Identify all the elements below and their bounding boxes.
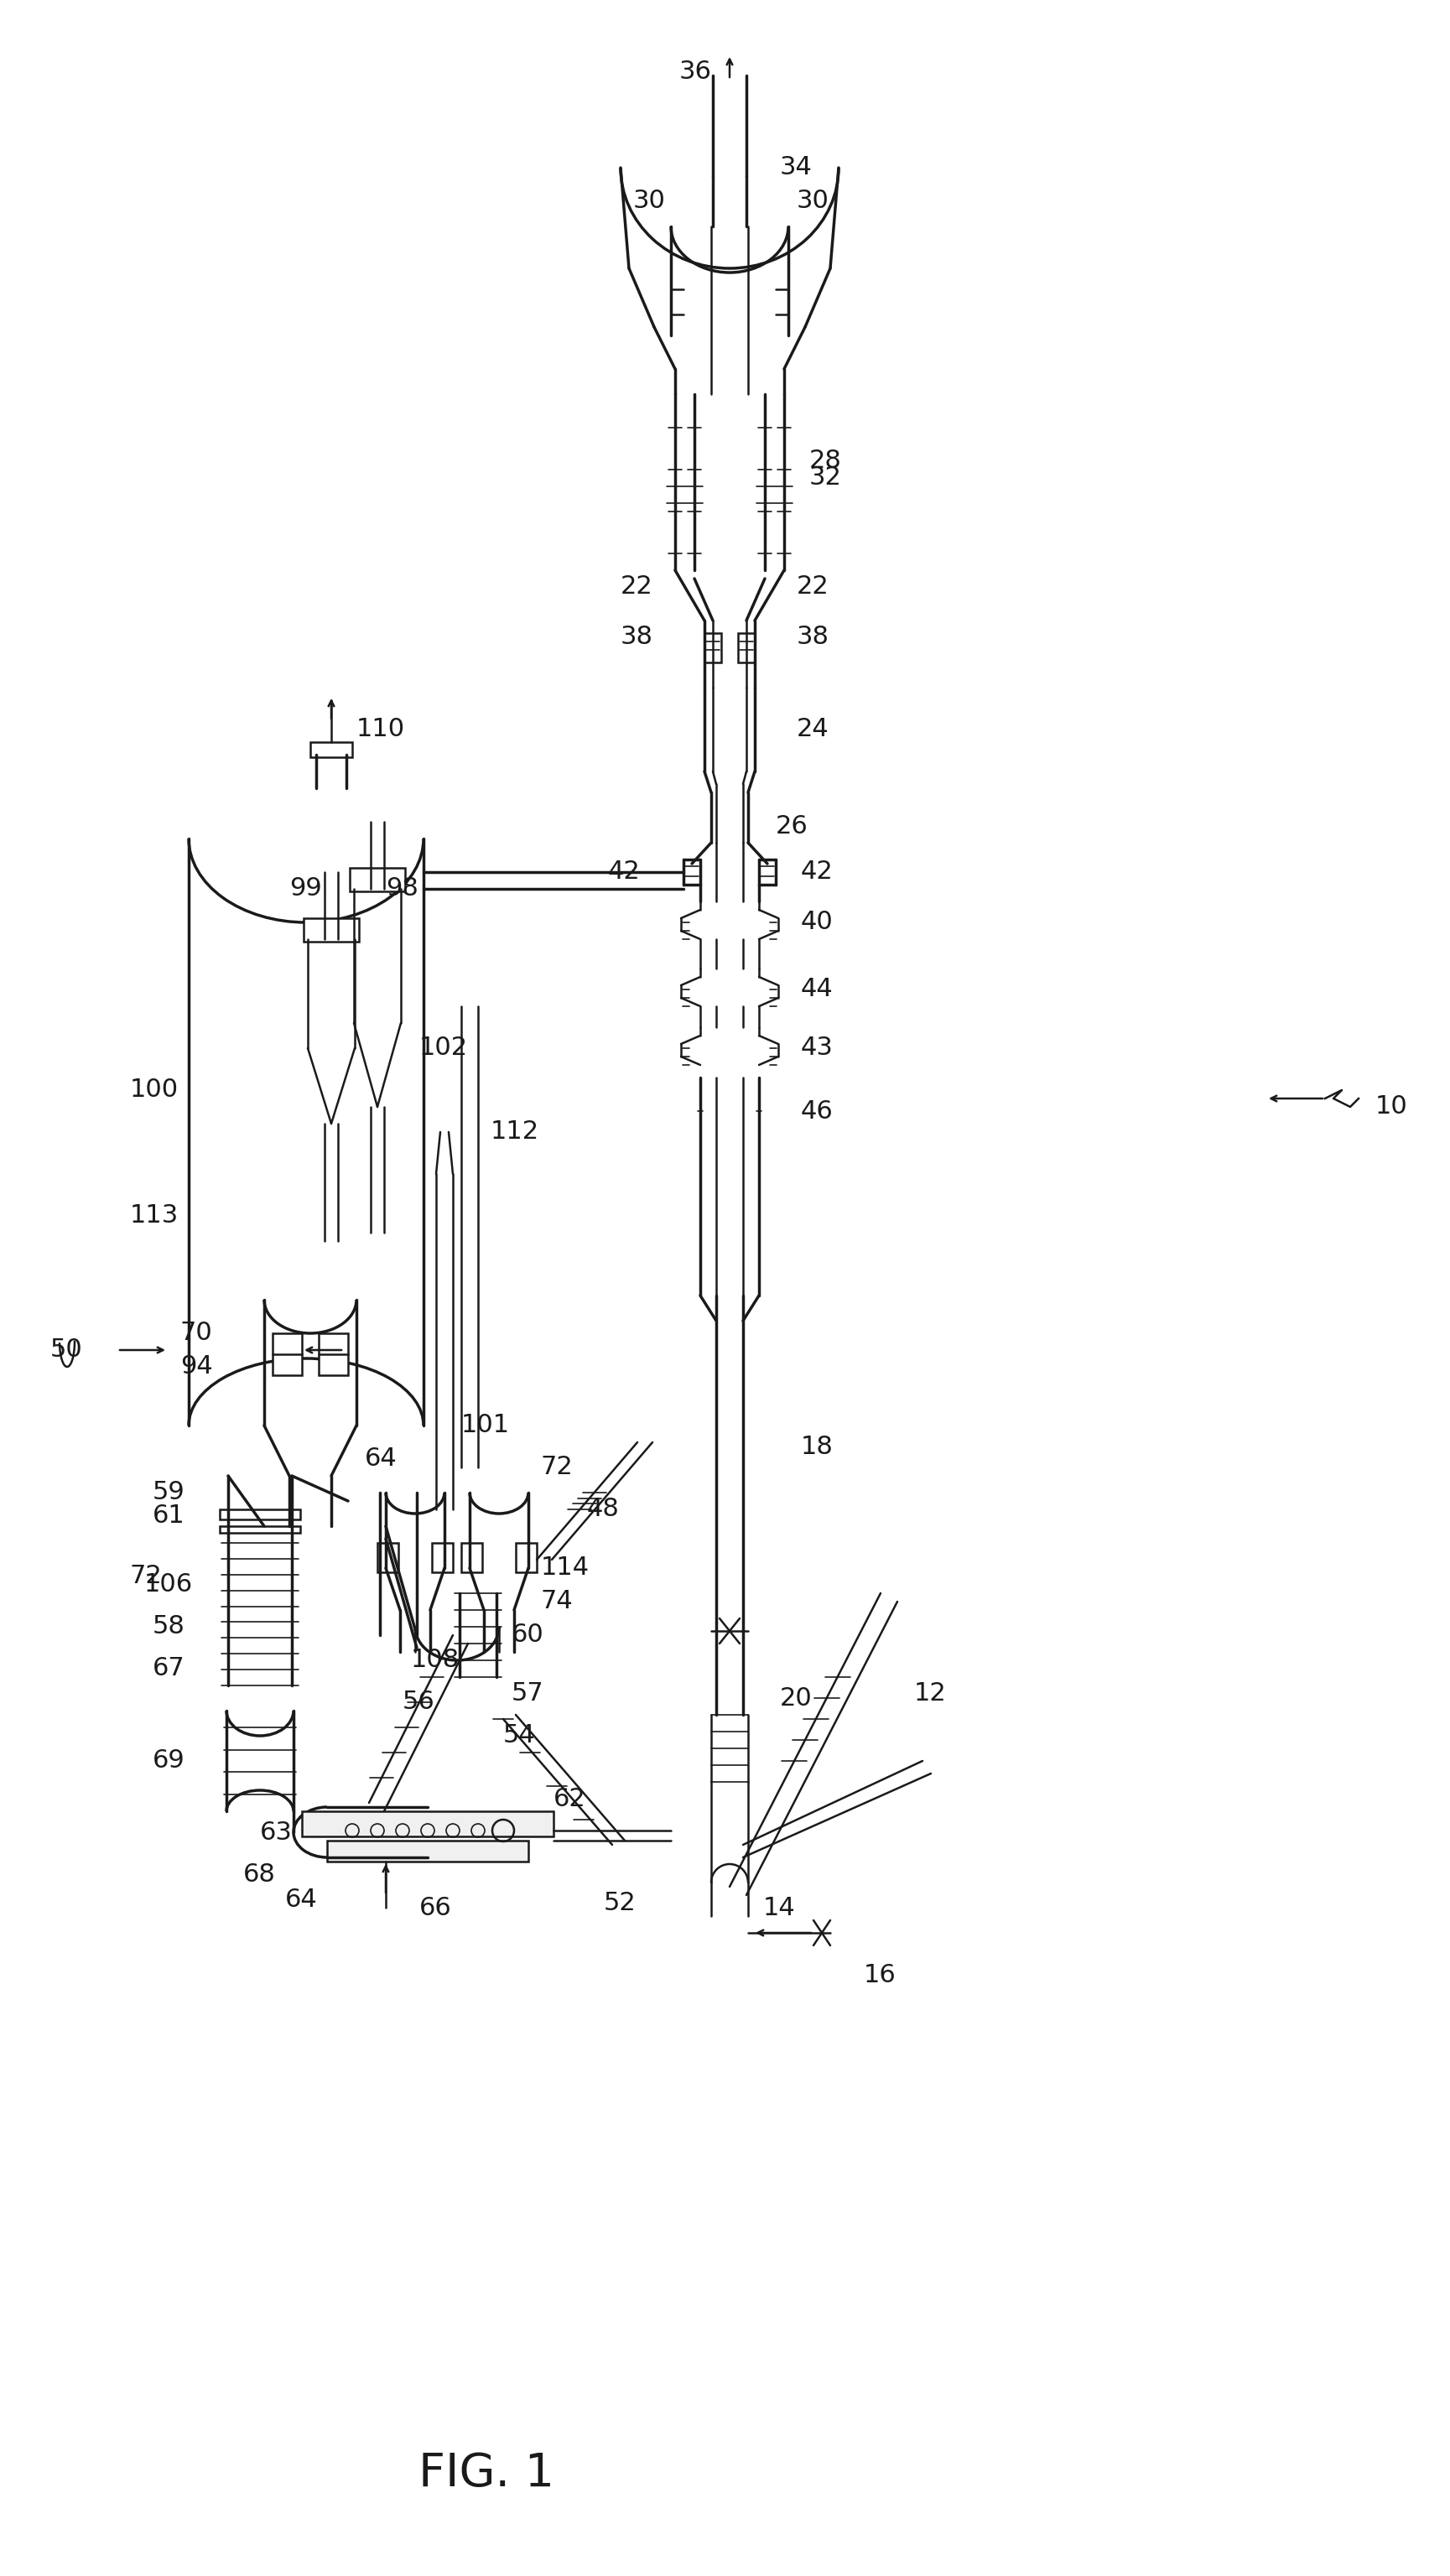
- Text: 59: 59: [152, 1481, 186, 1504]
- Bar: [220, 1525, 300, 1533]
- Text: 61: 61: [152, 1504, 186, 1528]
- Text: 99: 99: [290, 876, 322, 902]
- Text: 34: 34: [780, 155, 812, 180]
- Text: 12: 12: [914, 1682, 947, 1705]
- Bar: [310, 742, 352, 757]
- Bar: [432, 1543, 452, 1571]
- Text: 30: 30: [796, 188, 829, 214]
- Text: 30: 30: [634, 188, 666, 214]
- Bar: [302, 1811, 554, 1837]
- Text: 24: 24: [796, 716, 829, 742]
- Text: 22: 22: [796, 574, 829, 600]
- Text: 72: 72: [130, 1564, 162, 1589]
- Text: 58: 58: [152, 1615, 186, 1638]
- Text: 20: 20: [780, 1685, 812, 1710]
- Bar: [705, 634, 721, 662]
- Text: 112: 112: [490, 1121, 539, 1144]
- Text: 52: 52: [603, 1891, 637, 1917]
- Text: 36: 36: [679, 59, 712, 82]
- Text: 106: 106: [144, 1574, 193, 1597]
- Text: 63: 63: [260, 1821, 293, 1844]
- Text: 46: 46: [800, 1100, 834, 1123]
- Text: 70: 70: [180, 1321, 213, 1345]
- Text: 40: 40: [800, 909, 834, 935]
- Bar: [516, 1543, 536, 1571]
- Bar: [349, 868, 405, 891]
- Bar: [319, 1334, 348, 1376]
- Text: 38: 38: [796, 626, 829, 649]
- Text: 50: 50: [51, 1337, 83, 1363]
- Text: 28: 28: [809, 448, 842, 474]
- Text: 62: 62: [554, 1788, 586, 1811]
- Bar: [738, 634, 755, 662]
- Text: 10: 10: [1376, 1095, 1408, 1118]
- Bar: [461, 1543, 483, 1571]
- Text: 108: 108: [410, 1649, 460, 1672]
- Text: 16: 16: [864, 1963, 896, 1986]
- Text: 14: 14: [763, 1896, 796, 1919]
- Text: 18: 18: [800, 1435, 834, 1458]
- Text: 67: 67: [152, 1656, 186, 1682]
- Text: 66: 66: [419, 1896, 452, 1919]
- Text: 69: 69: [152, 1749, 186, 1772]
- Text: 68: 68: [244, 1862, 276, 1886]
- Text: 44: 44: [800, 976, 834, 1002]
- Text: FIG. 1: FIG. 1: [419, 2450, 554, 2496]
- Text: 48: 48: [587, 1497, 619, 1522]
- Text: 72: 72: [541, 1455, 573, 1479]
- Text: 26: 26: [776, 814, 808, 837]
- Text: 114: 114: [541, 1556, 590, 1579]
- Text: 42: 42: [608, 860, 641, 884]
- Text: 102: 102: [419, 1036, 468, 1061]
- Text: 60: 60: [512, 1623, 544, 1646]
- Text: 57: 57: [512, 1682, 544, 1705]
- Text: 32: 32: [809, 466, 842, 489]
- Bar: [220, 1510, 300, 1520]
- Text: 43: 43: [800, 1036, 834, 1061]
- Text: 98: 98: [386, 876, 419, 902]
- Text: 42: 42: [800, 860, 834, 884]
- Bar: [273, 1334, 302, 1376]
- Text: 94: 94: [180, 1355, 213, 1378]
- Bar: [303, 917, 360, 943]
- Text: 64: 64: [286, 1888, 318, 1911]
- Text: 22: 22: [621, 574, 652, 600]
- Bar: [377, 1543, 399, 1571]
- Text: 100: 100: [130, 1077, 178, 1103]
- Text: 113: 113: [130, 1203, 178, 1229]
- Text: 54: 54: [503, 1723, 535, 1749]
- Text: 64: 64: [365, 1448, 397, 1471]
- Text: 38: 38: [621, 626, 654, 649]
- Text: 56: 56: [403, 1690, 435, 1716]
- Text: 110: 110: [357, 716, 405, 742]
- Text: 101: 101: [461, 1414, 510, 1437]
- Text: 74: 74: [541, 1589, 573, 1613]
- Bar: [328, 1842, 528, 1862]
